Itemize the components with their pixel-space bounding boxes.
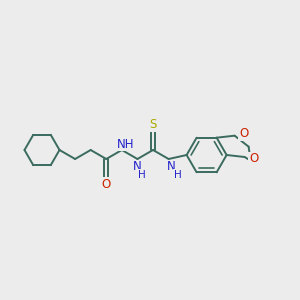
Text: NH: NH	[117, 137, 135, 151]
Text: H: H	[138, 170, 145, 180]
Text: O: O	[239, 127, 248, 140]
Text: S: S	[149, 118, 157, 131]
Text: O: O	[249, 152, 258, 166]
Text: H: H	[174, 170, 182, 180]
Text: N: N	[167, 160, 176, 173]
Text: N: N	[133, 160, 142, 173]
Text: O: O	[102, 178, 111, 190]
